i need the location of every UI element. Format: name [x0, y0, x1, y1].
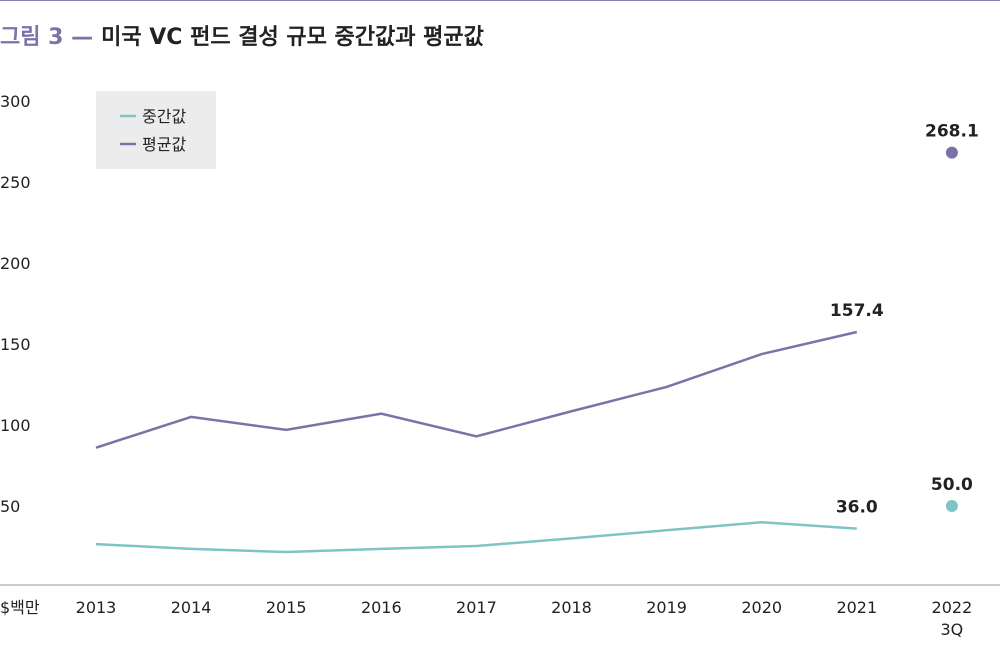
x-tick-label: 2018 [551, 598, 592, 617]
series-point [945, 146, 958, 159]
y-unit: $백만 [0, 598, 40, 617]
y-tick-label: 100 [0, 416, 31, 435]
value-label: 50.0 [931, 475, 973, 495]
value-label: 36.0 [836, 498, 878, 518]
x-tick-label: 2017 [456, 598, 497, 617]
value-label: 268.1 [925, 122, 979, 142]
value-label: 157.4 [830, 301, 884, 321]
y-tick-label: 200 [0, 254, 31, 273]
x-tick-label: 2014 [170, 598, 212, 617]
x-tick-label: 2020 [741, 598, 783, 617]
x-tick-label: 2019 [646, 598, 687, 617]
x-tick-label: 2015 [265, 598, 307, 617]
figure-label: 그림 3 — [0, 25, 94, 50]
series-point [945, 500, 958, 512]
legend-label: 평균값 [142, 135, 186, 154]
title-block: 그림 3 — 미국 VC 펀드 결성 규모 중간값과 평균값 [0, 19, 484, 51]
chart-title: 미국 VC 펀드 결성 규모 중간값과 평균값 [101, 25, 484, 50]
legend-box [96, 91, 216, 169]
x-tick-label: 2022 3Q [931, 598, 973, 639]
y-tick-label: 150 [0, 335, 31, 354]
y-tick-label: 300 [0, 92, 31, 111]
series-line [95, 520, 857, 554]
y-tick-label: 50 [0, 497, 20, 516]
x-tick-label: 2013 [75, 598, 117, 617]
x-tick-label: 2021 [836, 598, 878, 617]
y-tick-label: 250 [0, 173, 31, 192]
series-line [95, 330, 858, 449]
legend-label: 중간값 [142, 107, 186, 126]
x-tick-label: 2016 [360, 598, 402, 617]
